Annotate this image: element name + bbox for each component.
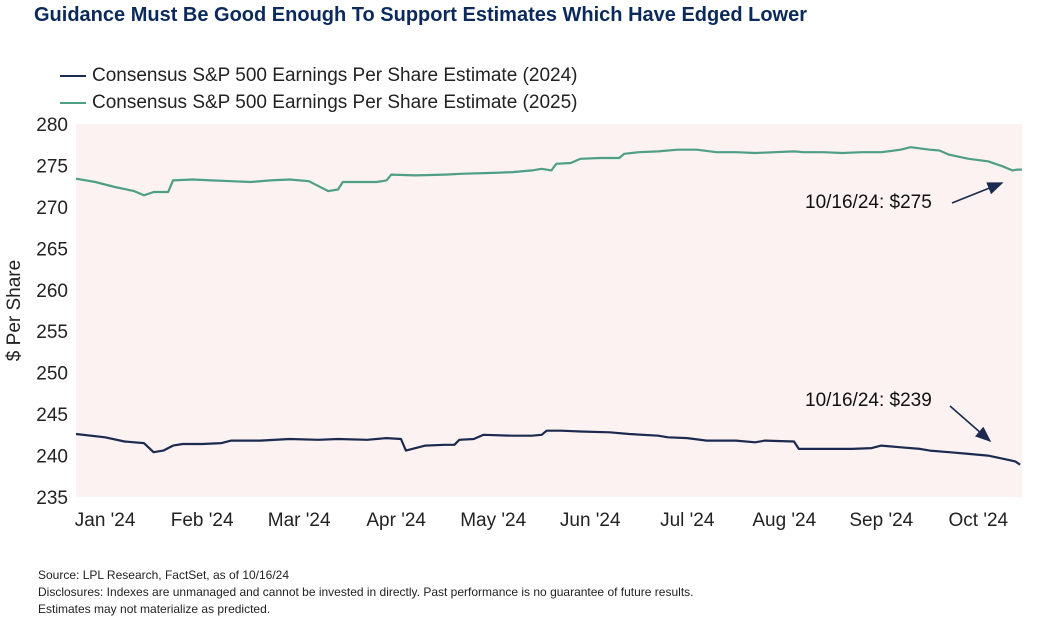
chart-title: Guidance Must Be Good Enough To Support … xyxy=(34,4,808,26)
line-chart: 235 240 245 250 255 260 265 270 275 280 Jan '24 Feb… xyxy=(4,115,1022,531)
source-note: Source: LPL Research, FactSet, as of 10/… xyxy=(38,568,290,582)
x-tick-label: Mar '24 xyxy=(268,510,331,531)
legend-swatch-2024 xyxy=(60,74,86,77)
legend-item-2025: Consensus S&P 500 Earnings Per Share Est… xyxy=(60,89,577,116)
legend-label-2025: Consensus S&P 500 Earnings Per Share Est… xyxy=(92,91,578,113)
annotation-label: 10/16/24: $275 xyxy=(805,192,932,213)
y-tick-label: 250 xyxy=(36,364,68,385)
y-tick-label: 260 xyxy=(36,281,68,302)
y-tick-label: 245 xyxy=(36,405,68,426)
series-line-2024 xyxy=(75,429,1021,466)
y-axis-label: $ Per Share xyxy=(4,260,25,361)
x-tick-label: Apr '24 xyxy=(366,510,426,531)
x-tick-label: May '24 xyxy=(460,510,526,531)
x-tick-label: Feb '24 xyxy=(171,510,234,531)
y-tick-label: 280 xyxy=(36,115,68,136)
x-tick-label: Sep '24 xyxy=(849,510,913,531)
legend-item-2024: Consensus S&P 500 Earnings Per Share Est… xyxy=(60,62,577,89)
annotation-arrow xyxy=(951,182,1004,204)
y-tick-label: 240 xyxy=(36,447,68,468)
y-tick-label: 255 xyxy=(36,322,68,343)
y-tick-label: 235 xyxy=(36,488,68,509)
y-tick-label: 265 xyxy=(36,239,68,260)
series-line-2025 xyxy=(75,146,1022,197)
legend-label-2024: Consensus S&P 500 Earnings Per Share Est… xyxy=(92,64,578,86)
x-tick-label: Jan '24 xyxy=(75,510,136,531)
x-tick-label: Jun '24 xyxy=(560,510,621,531)
x-tick-label: Jul '24 xyxy=(660,510,715,531)
plot-area xyxy=(76,124,1022,497)
annotation-arrow xyxy=(949,405,992,443)
footnotes: Source: LPL Research, FactSet, as of 10/… xyxy=(38,567,693,618)
estimate-note: Estimates may not materialize as predict… xyxy=(38,602,271,616)
annotation-label: 10/16/24: $239 xyxy=(805,390,932,411)
x-tick-label: Aug '24 xyxy=(752,510,816,531)
disclosure-note: Disclosures: Indexes are unmanaged and c… xyxy=(38,585,694,599)
x-tick-label: Oct '24 xyxy=(949,510,1009,531)
legend-swatch-2025 xyxy=(60,101,86,104)
y-tick-label: 275 xyxy=(36,156,68,177)
y-tick-label: 270 xyxy=(36,198,68,219)
legend: Consensus S&P 500 Earnings Per Share Est… xyxy=(60,62,577,116)
